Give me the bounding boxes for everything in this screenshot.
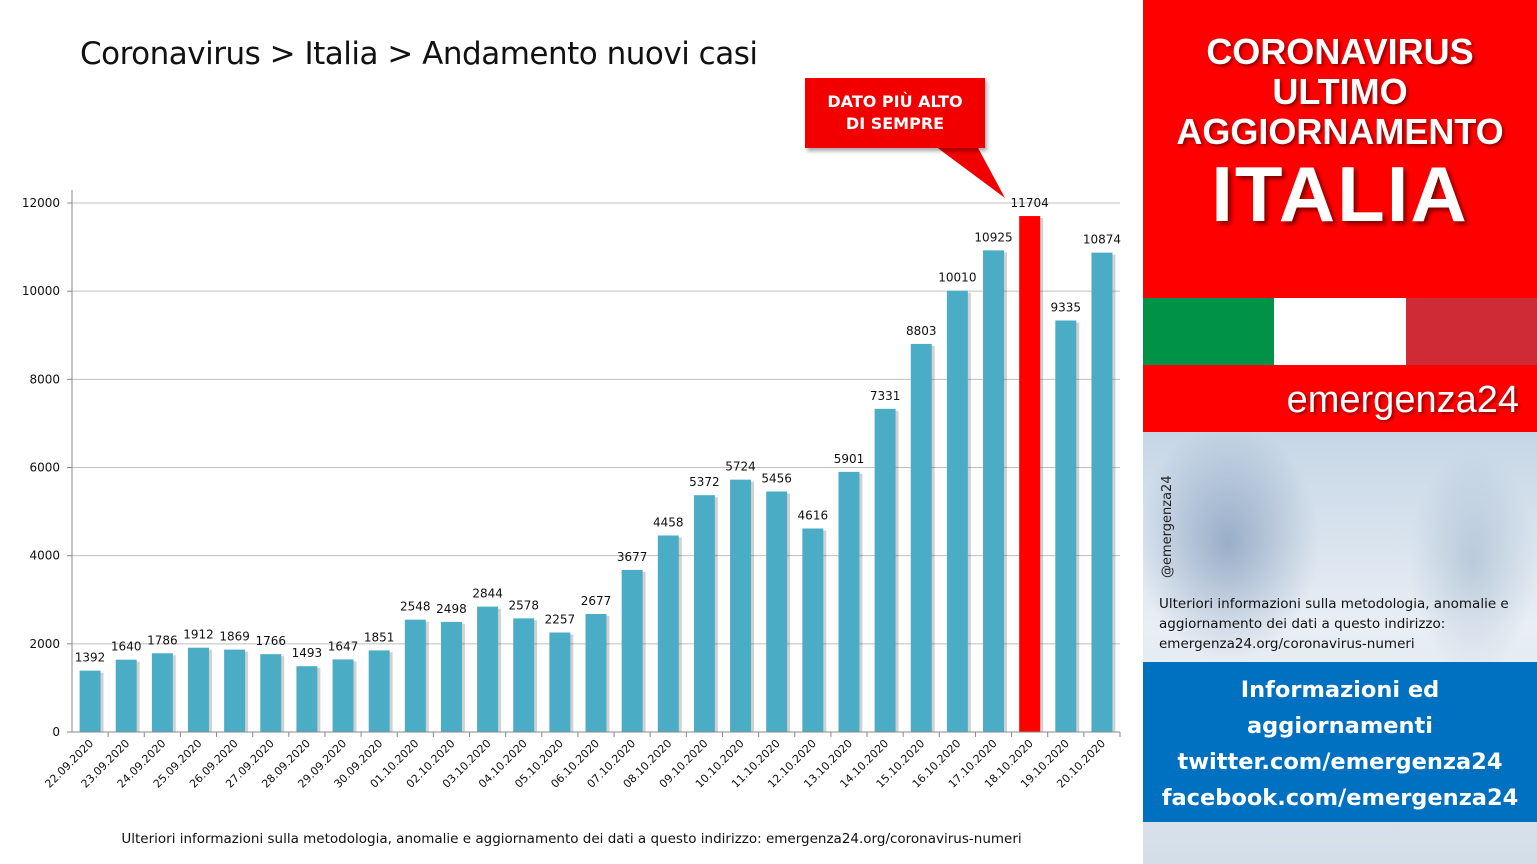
- bar: [802, 528, 824, 732]
- chart-slide: Coronavirus > Italia > Andamento nuovi c…: [21, 36, 1122, 847]
- headline-panel: CORONAVIRUS ULTIMO AGGIORNAMENTO ITALIA: [1143, 0, 1537, 298]
- data-label: 3677: [617, 550, 648, 564]
- brand-name: emergenza24: [1143, 365, 1537, 432]
- info-line-2: aggiornamenti: [1246, 713, 1434, 739]
- twitter-link[interactable]: twitter.com/emergenza24: [1177, 749, 1503, 775]
- y-tick-label: 8000: [29, 372, 60, 386]
- bar: [730, 479, 752, 732]
- data-label: 1493: [292, 646, 323, 660]
- bar: [188, 647, 209, 732]
- bar: [910, 343, 932, 732]
- callout-box: DATO PIÙ ALTO DI SEMPRE: [805, 78, 985, 148]
- bar: [549, 632, 571, 732]
- bar: [946, 290, 968, 732]
- sidebar: CORONAVIRUS ULTIMO AGGIORNAMENTO ITALIA …: [1143, 0, 1537, 864]
- bar: [332, 659, 354, 732]
- headline-line-3: AGGIORNAMENTO: [1176, 111, 1504, 152]
- italian-flag: [1143, 298, 1537, 365]
- bars: [79, 216, 1116, 733]
- data-label: 1851: [364, 630, 395, 644]
- headline-line-2: ULTIMO: [1272, 71, 1408, 112]
- bar: [585, 613, 607, 732]
- y-tick-label: 10000: [22, 284, 60, 298]
- data-label: 10874: [1083, 233, 1121, 247]
- data-label: 11704: [1011, 196, 1049, 210]
- bar: [260, 654, 282, 732]
- data-label: 1640: [111, 640, 142, 654]
- y-tick-label: 2000: [29, 637, 60, 651]
- callout-line-1: DATO PIÙ ALTO: [827, 92, 963, 111]
- data-label: 5724: [725, 460, 756, 474]
- bar: [115, 659, 137, 732]
- social-handle: @emergenza24: [1160, 475, 1175, 578]
- bar: [224, 649, 246, 732]
- y-tick-label: 12000: [22, 196, 60, 210]
- data-label: 5456: [761, 471, 792, 485]
- y-tick-label: 0: [52, 725, 60, 739]
- bar: [404, 619, 426, 732]
- bar: [296, 666, 318, 732]
- bar-chart: 1392 1640 1786 1912 1869 1766 1493 1647 1851 2548…: [22, 190, 1121, 791]
- bar: [368, 650, 390, 732]
- bar: [838, 471, 860, 732]
- data-label: 2548: [400, 600, 431, 614]
- data-label: 2578: [508, 598, 539, 612]
- data-label: 5372: [689, 475, 720, 489]
- bar: [983, 250, 1004, 732]
- sidebar-note: Ulteriori informazioni sulla metodologia…: [1159, 596, 1509, 652]
- page-title: Coronavirus > Italia > Andamento nuovi c…: [80, 36, 758, 72]
- data-label: 1647: [328, 639, 359, 653]
- data-label: 1766: [255, 634, 286, 648]
- callout-line-2: DI SEMPRE: [845, 114, 945, 133]
- data-label: 1912: [183, 628, 214, 642]
- data-label: 1869: [219, 630, 250, 644]
- bar: [657, 535, 679, 732]
- data-label: 2844: [472, 587, 503, 601]
- data-label: 10010: [938, 271, 976, 285]
- flag-green-stripe: [1143, 298, 1275, 365]
- data-label: 2677: [581, 594, 612, 608]
- y-tick-label: 6000: [29, 461, 60, 475]
- bar: [513, 618, 535, 732]
- flag-white-stripe: [1274, 298, 1406, 365]
- bar: [1055, 320, 1077, 732]
- data-label: 1786: [147, 633, 178, 647]
- info-box: Informazioni ed aggiornamenti twitter.co…: [1143, 662, 1537, 822]
- callout-pointer: [935, 146, 1005, 198]
- bar: [693, 495, 715, 732]
- data-label: 5901: [834, 452, 865, 466]
- data-label: 4616: [798, 509, 829, 523]
- facebook-link[interactable]: facebook.com/emergenza24: [1161, 785, 1519, 811]
- y-tick-label: 4000: [29, 549, 60, 563]
- bar: [477, 606, 499, 732]
- bar: [621, 569, 643, 732]
- data-label: 10925: [974, 230, 1012, 244]
- data-label: 8803: [906, 324, 937, 338]
- bar: [151, 653, 173, 732]
- data-label: 1392: [75, 651, 106, 665]
- bar-highlight: [1019, 216, 1041, 733]
- bar: [440, 621, 462, 732]
- bar: [79, 670, 101, 732]
- record-callout: DATO PIÙ ALTO DI SEMPRE: [805, 78, 1005, 198]
- grid-lines: [72, 202, 1120, 645]
- data-label: 7331: [870, 389, 901, 403]
- headline-line-1: CORONAVIRUS: [1206, 31, 1474, 72]
- country-name: ITALIA: [1211, 150, 1469, 238]
- data-label: 4458: [653, 515, 684, 529]
- info-line-1: Informazioni ed: [1240, 677, 1440, 703]
- data-labels: 1392 1640 1786 1912 1869 1766 1493 1647 1851 2548…: [75, 196, 1121, 665]
- bar: [1091, 252, 1113, 733]
- bar: [766, 491, 788, 732]
- data-label: 9335: [1051, 300, 1082, 314]
- data-label: 2498: [436, 602, 467, 616]
- bar: [874, 408, 896, 732]
- data-label: 2257: [545, 613, 576, 627]
- flag-red-stripe: [1405, 298, 1537, 365]
- footer-note: Ulteriori informazioni sulla metodologia…: [121, 831, 1022, 847]
